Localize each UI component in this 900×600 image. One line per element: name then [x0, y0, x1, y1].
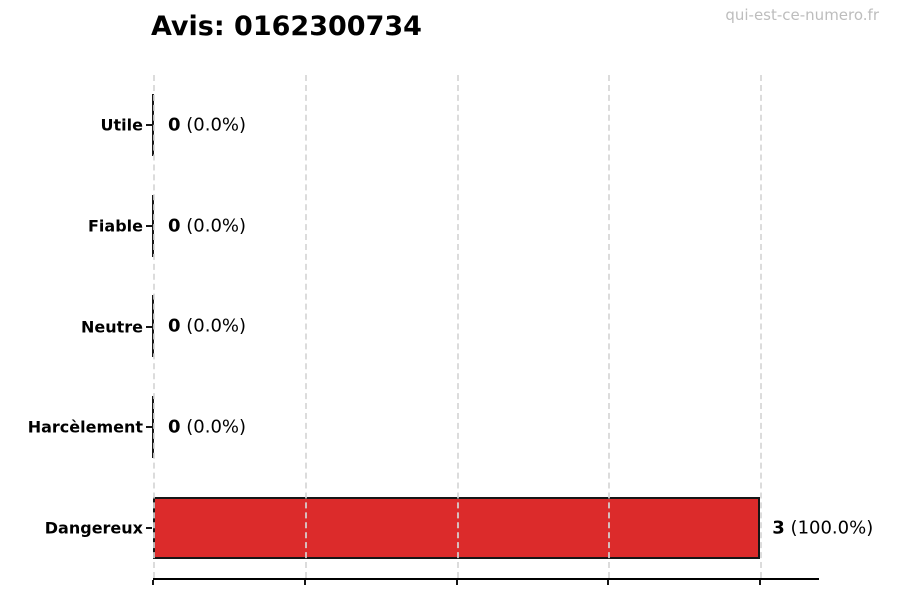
value-label: 0 (0.0%)	[168, 316, 246, 337]
gridline	[153, 75, 155, 578]
y-axis-tick	[146, 325, 152, 328]
bar-row: 0 (0.0%)	[152, 276, 819, 377]
watermark: qui-est-ce-numero.fr	[725, 6, 879, 24]
value-count: 0	[168, 114, 181, 136]
x-axis-tick	[303, 580, 306, 585]
category-label-neutre: Neutre	[80, 317, 143, 336]
x-axis-tick	[759, 580, 762, 585]
chart-title: Avis: 0162300734	[151, 11, 422, 42]
category-label-dangereux: Dangereux	[44, 518, 143, 538]
x-axis-tick	[455, 580, 458, 585]
bar-row: 3 (100.0%)	[153, 477, 873, 578]
value-count: 3	[772, 517, 785, 539]
y-axis-tick	[146, 124, 152, 127]
value-percent: (0.0%)	[186, 215, 247, 237]
value-count: 0	[168, 416, 181, 438]
y-axis-tick	[146, 224, 152, 227]
value-label: 0 (0.0%)	[168, 215, 246, 236]
gridline	[760, 75, 763, 578]
value-label: 0 (0.0%)	[168, 115, 246, 136]
plot-area: 0 (0.0%) 0 (0.0%) 0 (0.0%) 0 (0.0%) 3 (1…	[152, 75, 873, 580]
y-axis-tick	[146, 526, 152, 529]
value-percent: (100.0%)	[790, 517, 874, 539]
value-percent: (0.0%)	[186, 114, 247, 136]
x-axis-tick	[607, 580, 610, 585]
value-label: 3 (100.0%)	[772, 517, 873, 538]
bar-row: 0 (0.0%)	[152, 75, 819, 176]
value-label: 0 (0.0%)	[168, 417, 246, 438]
y-axis-tick	[146, 426, 152, 429]
bar-row: 0 (0.0%)	[152, 377, 819, 478]
bar-row: 0 (0.0%)	[152, 176, 819, 277]
value-count: 0	[168, 315, 181, 337]
value-percent: (0.0%)	[186, 315, 247, 337]
category-label-utile: Utile	[100, 115, 143, 135]
value-count: 0	[168, 215, 181, 237]
gridline	[304, 75, 307, 578]
gridline	[456, 75, 459, 578]
category-label-fiable: Fiable	[88, 216, 143, 236]
value-percent: (0.0%)	[186, 416, 247, 438]
x-axis-tick	[152, 580, 154, 585]
category-label-harcèlement: Harcèlement	[27, 417, 143, 437]
gridline	[608, 75, 611, 578]
